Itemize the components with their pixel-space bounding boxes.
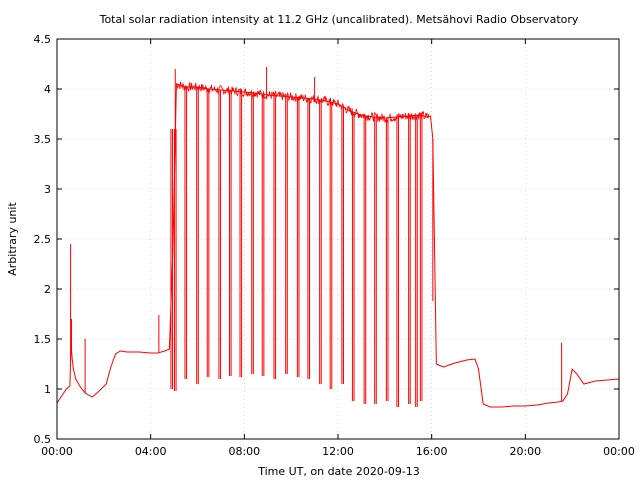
x-axis-label: Time UT, on date 2020-09-13 [257,465,420,478]
x-tick-label: 12:00 [322,445,354,458]
y-tick-label: 3 [44,183,51,196]
y-tick-label: 1 [44,383,51,396]
x-tick-label: 00:00 [603,445,635,458]
y-tick-label: 2 [44,283,51,296]
y-axis-label: Arbitrary unit [6,202,19,276]
grid-lines [57,39,619,439]
series-noise [176,81,430,124]
plot-area [56,67,620,408]
y-axis-ticks: 0.5 1 1.5 2 2.5 3 3.5 4 4.5 [34,33,619,446]
y-tick-label: 4.5 [34,33,52,46]
x-tick-label: 20:00 [509,445,541,458]
y-tick-label: 2.5 [34,233,52,246]
x-axis-ticks: 00:00 04:00 08:00 12:00 16:00 20:00 00:00 [41,39,635,458]
x-tick-label: 08:00 [228,445,260,458]
series-line [56,83,620,408]
y-tick-label: 3.5 [34,133,52,146]
y-tick-label: 1.5 [34,333,52,346]
x-tick-label: 16:00 [416,445,448,458]
y-tick-label: 4 [44,83,51,96]
x-tick-label: 04:00 [135,445,167,458]
chart-title: Total solar radiation intensity at 11.2 … [99,13,579,26]
y-tick-label: 0.5 [34,433,52,446]
x-tick-label: 00:00 [41,445,73,458]
